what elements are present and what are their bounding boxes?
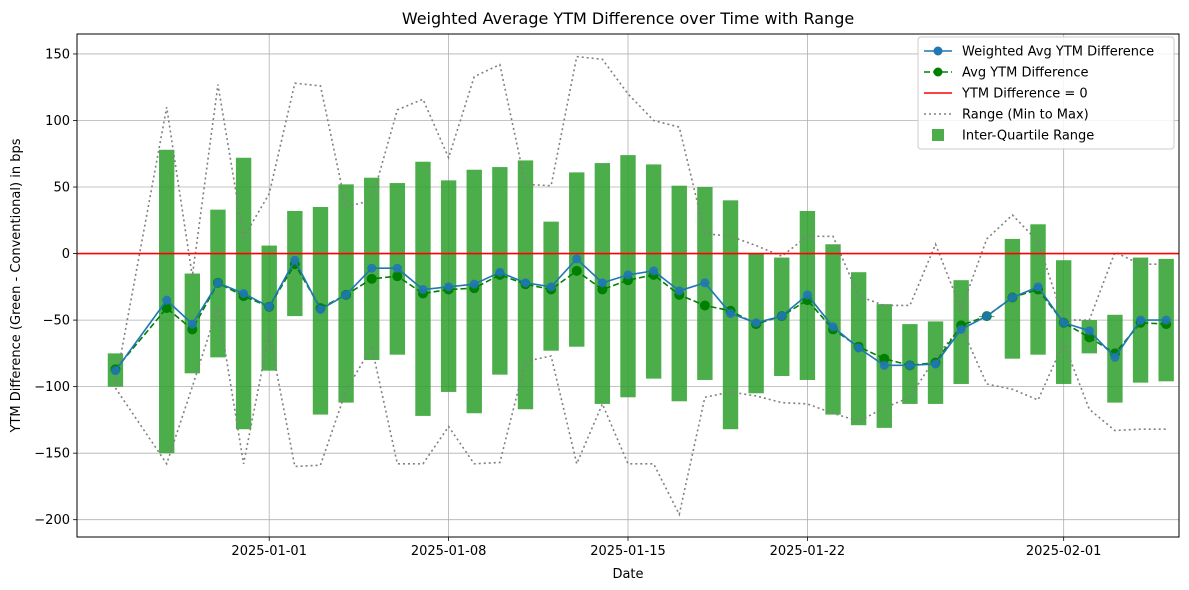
legend-label: Inter-Quartile Range <box>962 129 1094 144</box>
avg-ytm-point <box>699 300 710 311</box>
weighted-avg-ytm-point <box>469 279 479 289</box>
legend-item: Range (Min to Max) <box>924 108 1089 123</box>
weighted-avg-ytm-point <box>700 278 710 288</box>
weighted-avg-ytm-point <box>315 304 325 314</box>
weighted-avg-ytm-point <box>1059 318 1069 328</box>
y-tick-label: −150 <box>34 447 70 462</box>
y-tick-label: 0 <box>62 247 70 262</box>
x-tick-label: 2025-01-01 <box>231 544 307 559</box>
weighted-avg-ytm-point <box>1007 292 1017 302</box>
weighted-avg-ytm-point <box>239 288 249 298</box>
legend-box <box>917 36 1175 150</box>
weighted-avg-ytm-point <box>1084 326 1094 336</box>
weighted-avg-ytm-point <box>520 278 530 288</box>
avg-ytm-point <box>879 353 890 364</box>
legend-marker-swatch <box>933 46 943 56</box>
weighted-avg-ytm-point <box>777 311 787 321</box>
weighted-avg-ytm-point <box>290 255 300 265</box>
range-max-line <box>114 55 1167 385</box>
weighted-avg-ytm-point <box>828 322 838 332</box>
y-tick-label: −200 <box>34 513 70 528</box>
avg-ytm-point <box>597 284 608 295</box>
axis-ticks: −200 −150 −100 −50 0 50 100 150 2025-01-01 2025-0… <box>34 47 1101 559</box>
y-tick-label: −100 <box>34 380 70 395</box>
avg-ytm-point <box>392 271 403 282</box>
legend-item: Inter-Quartile Range <box>932 129 1094 144</box>
weighted-avg-ytm-point <box>187 319 197 329</box>
weighted-avg-ytm-point <box>956 324 966 334</box>
weighted-avg-ytm-point <box>495 267 505 277</box>
weighted-avg-ytm-point <box>392 263 402 273</box>
chart-title: Weighted Average YTM Difference over Tim… <box>402 9 854 28</box>
legend-item: Avg YTM Difference <box>924 66 1088 81</box>
weighted-avg-ytm-point <box>418 284 428 294</box>
weighted-avg-ytm-point <box>1161 315 1171 325</box>
weighted-avg-ytm-point <box>982 311 992 321</box>
legend-item: Weighted Avg YTM Difference <box>924 45 1154 60</box>
avg-ytm-point <box>161 303 172 314</box>
legend-marker-swatch <box>933 67 943 77</box>
avg-ytm-point <box>571 265 582 276</box>
weighted-avg-ytm-point <box>726 308 736 318</box>
weighted-avg-ytm-point <box>1110 352 1120 362</box>
y-tick-label: −50 <box>43 314 70 329</box>
x-tick-label: 2025-02-01 <box>1026 544 1102 559</box>
x-tick-label: 2025-01-08 <box>411 544 487 559</box>
avg-ytm-point <box>366 273 377 284</box>
weighted-avg-ytm-point <box>1033 282 1043 292</box>
weighted-avg-ytm-point <box>546 282 556 292</box>
range-min-line <box>114 306 1167 517</box>
weighted-avg-ytm-point <box>854 343 864 353</box>
legend-label: YTM Difference = 0 <box>961 87 1088 102</box>
weighted-avg-ytm-point <box>931 359 941 369</box>
x-tick-label: 2025-01-15 <box>590 544 666 559</box>
weighted-avg-ytm-point <box>905 360 915 370</box>
x-axis-label: Date <box>612 567 643 582</box>
weighted-avg-ytm-point <box>213 278 223 288</box>
legend-label: Weighted Avg YTM Difference <box>962 45 1154 60</box>
y-tick-label: 50 <box>53 181 70 196</box>
weighted-avg-ytm-point <box>597 278 607 288</box>
weighted-avg-ytm-point <box>264 302 274 312</box>
weighted-avg-ytm-point <box>802 290 812 300</box>
weighted-avg-ytm-point <box>674 286 684 296</box>
weighted-avg-ytm-point <box>162 295 172 305</box>
weighted-avg-ytm-point <box>367 263 377 273</box>
weighted-avg-ytm-series <box>110 254 1171 376</box>
y-axis-label: YTM Difference (Green - Conventional) in… <box>9 138 24 433</box>
legend-patch-swatch <box>932 129 944 141</box>
weighted-avg-ytm-point <box>444 282 454 292</box>
weighted-avg-ytm-point <box>623 270 633 280</box>
range-lines <box>114 55 1167 517</box>
weighted-avg-ytm-point <box>879 360 889 370</box>
y-tick-label: 100 <box>45 114 70 129</box>
x-tick-label: 2025-01-22 <box>770 544 846 559</box>
weighted-avg-ytm-point <box>1136 315 1146 325</box>
legend: Weighted Avg YTM Difference Avg YTM Diffe… <box>917 36 1175 150</box>
weighted-avg-ytm-point <box>751 318 761 328</box>
y-tick-label: 150 <box>45 47 70 62</box>
weighted-avg-ytm-point <box>649 266 659 276</box>
weighted-avg-ytm-point <box>341 290 351 300</box>
legend-label: Range (Min to Max) <box>962 108 1089 123</box>
weighted-avg-ytm-point <box>572 254 582 264</box>
weighted-avg-ytm-point <box>110 366 120 376</box>
legend-label: Avg YTM Difference <box>962 66 1088 81</box>
legend-item: YTM Difference = 0 <box>924 87 1088 102</box>
avg-ytm-point <box>1084 332 1095 343</box>
